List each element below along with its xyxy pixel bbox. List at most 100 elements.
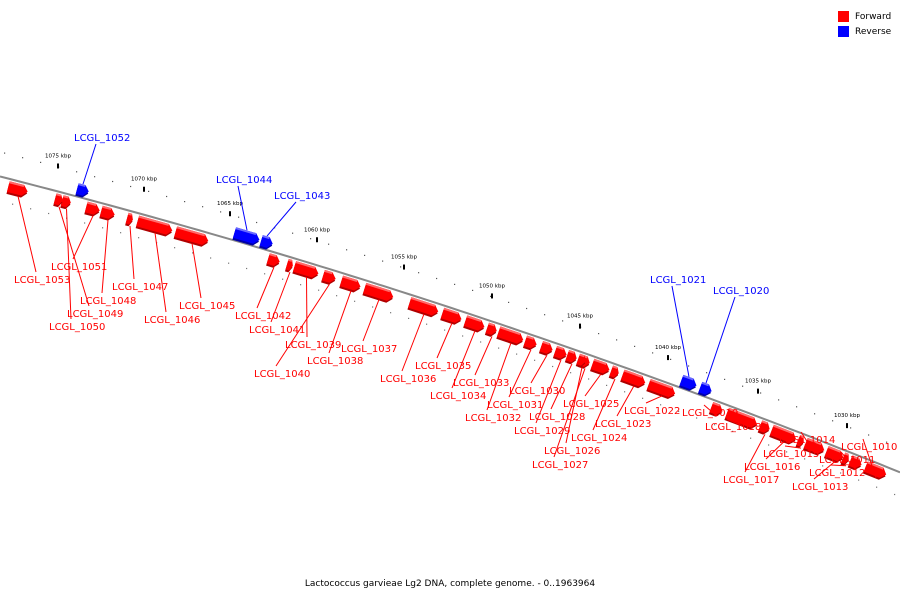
gene-lcgl-1024[interactable]	[608, 365, 621, 380]
gene-arrow[interactable]	[259, 235, 275, 249]
gene-lcgl-1044[interactable]	[232, 227, 261, 247]
gene-arrow[interactable]	[824, 445, 846, 463]
gene-lcgl-1046[interactable]	[135, 215, 174, 238]
gene-label[interactable]: LCGL_1030	[509, 386, 565, 397]
gene-lcgl-1048[interactable]	[99, 205, 116, 222]
gene-label[interactable]: LCGL_1015	[763, 449, 819, 460]
gene-label[interactable]: LCGL_1041	[249, 325, 305, 336]
gene-arrow[interactable]	[232, 227, 261, 245]
gene-label[interactable]: LCGL_1033	[453, 378, 509, 389]
gene-lcgl-1051[interactable]	[84, 201, 101, 218]
gene-label[interactable]: LCGL_1023	[595, 419, 651, 430]
gene-arrow[interactable]	[463, 315, 486, 332]
gene-lcgl-1030[interactable]	[538, 340, 555, 357]
gene-label[interactable]: LCGL_1011	[819, 455, 875, 466]
gene-arrow[interactable]	[285, 258, 295, 271]
gene-label[interactable]: LCGL_1016	[744, 462, 800, 473]
gene-label[interactable]: LCGL_1048	[80, 296, 136, 307]
gene-label[interactable]: LCGL_1024	[571, 433, 627, 444]
gene-arrow[interactable]	[440, 307, 463, 325]
gene-lcgl-1035[interactable]	[440, 307, 463, 327]
gene-lcgl-1040[interactable]	[321, 269, 337, 286]
gene-lcgl-1022[interactable]	[646, 378, 677, 401]
gene-label[interactable]: LCGL_1053	[14, 275, 70, 286]
gene-arrow[interactable]	[796, 434, 806, 447]
gene-label[interactable]: LCGL_1052	[74, 133, 130, 144]
gene-arrow[interactable]	[646, 378, 677, 399]
gene-label[interactable]: LCGL_1025	[563, 399, 619, 410]
gene-label[interactable]: LCGL_1039	[285, 340, 341, 351]
gene-label[interactable]: LCGL_1031	[487, 400, 543, 411]
gene-label[interactable]: LCGL_1034	[430, 391, 486, 402]
gene-lcgl-1039[interactable]	[292, 261, 320, 281]
gene-lcgl-1043[interactable]	[259, 235, 274, 251]
gene-label[interactable]: LCGL_1027	[532, 460, 588, 471]
gene-label[interactable]: LCGL_1035	[415, 361, 471, 372]
gene-label[interactable]: LCGL_1013	[792, 482, 848, 493]
gene-lcgl-1016[interactable]	[769, 424, 798, 446]
gene-lcgl-1042[interactable]	[266, 253, 281, 269]
gene-label[interactable]: LCGL_1021	[650, 275, 706, 286]
gene-arrow[interactable]	[863, 461, 889, 479]
gene-arrow[interactable]	[266, 253, 282, 267]
gene-label[interactable]: LCGL_1028	[529, 412, 585, 423]
gene-label[interactable]: LCGL_1044	[216, 175, 272, 186]
gene-lcgl-1047[interactable]	[125, 212, 135, 227]
gene-label[interactable]: LCGL_1036	[380, 374, 436, 385]
gene-label[interactable]: LCGL_1037	[341, 344, 397, 355]
gene-label[interactable]: LCGL_1043	[274, 191, 330, 202]
gene-label[interactable]: LCGL_1042	[235, 311, 291, 322]
gene-arrow[interactable]	[590, 358, 612, 375]
gene-arrow[interactable]	[363, 282, 395, 303]
gene-lcgl-1023[interactable]	[620, 369, 647, 390]
gene-lcgl-1017[interactable]	[757, 420, 772, 436]
gene-lcgl-1037[interactable]	[362, 282, 395, 304]
gene-lcgl-1013[interactable]	[823, 445, 846, 465]
gene-lcgl-1041[interactable]	[284, 258, 295, 273]
gene-label[interactable]: LCGL_1026	[544, 446, 600, 457]
gene-label[interactable]: LCGL_1045	[179, 301, 235, 312]
gene-label[interactable]: LCGL_1012	[809, 468, 865, 479]
gene-label[interactable]: LCGL_1020	[713, 286, 769, 297]
gene-lcgl-1031[interactable]	[522, 335, 539, 352]
gene-label[interactable]: LCGL_1049	[67, 309, 123, 320]
gene-lcgl-1045[interactable]	[173, 226, 210, 248]
gene-lcgl-1034[interactable]	[463, 315, 486, 334]
gene-lcgl-1053[interactable]	[6, 181, 29, 199]
gene-arrow[interactable]	[339, 275, 362, 292]
gene-label[interactable]: LCGL_1029	[514, 426, 570, 437]
gene-label[interactable]: LCGL_1019	[682, 408, 738, 419]
gene-lcgl-1032[interactable]	[496, 326, 525, 347]
gene-lcgl-1019[interactable]	[708, 401, 725, 418]
gene-lcgl-1029[interactable]	[552, 345, 569, 362]
gene-arrow[interactable]	[841, 452, 851, 465]
gene-label[interactable]: LCGL_1017	[723, 475, 779, 486]
gene-lcgl-1018[interactable]	[724, 407, 759, 431]
gene-lcgl-1021[interactable]	[678, 374, 699, 393]
gene-arrow[interactable]	[292, 261, 320, 279]
gene-label[interactable]: LCGL_1018	[705, 422, 761, 433]
gene-lcgl-1038[interactable]	[339, 275, 362, 294]
gene-label[interactable]: LCGL_1047	[112, 282, 168, 293]
gene-arrow[interactable]	[496, 326, 525, 345]
gene-label[interactable]: LCGL_1022	[624, 406, 680, 417]
gene-lcgl-1026[interactable]	[575, 353, 588, 369]
gene-label[interactable]: LCGL_1051	[51, 262, 107, 273]
gene-label[interactable]: LCGL_1010	[841, 442, 897, 453]
gene-lcgl-1036[interactable]	[407, 297, 440, 319]
gene-arrow[interactable]	[725, 407, 759, 430]
gene-label[interactable]: LCGL_1046	[144, 315, 200, 326]
gene-arrow[interactable]	[803, 437, 827, 456]
gene-arrow[interactable]	[125, 212, 135, 225]
gene-lcgl-1049[interactable]	[53, 193, 64, 208]
gene-arrow[interactable]	[174, 226, 210, 246]
gene-lcgl-1028[interactable]	[564, 349, 579, 366]
gene-label[interactable]: LCGL_1050	[49, 322, 105, 333]
gene-lcgl-1052[interactable]	[75, 183, 90, 199]
gene-label[interactable]: LCGL_1040	[254, 369, 310, 380]
gene-label[interactable]: LCGL_1032	[465, 413, 521, 424]
gene-arrow[interactable]	[408, 297, 440, 317]
gene-lcgl-1015[interactable]	[795, 434, 806, 449]
gene-arrow[interactable]	[769, 424, 798, 445]
gene-arrow[interactable]	[136, 215, 174, 236]
